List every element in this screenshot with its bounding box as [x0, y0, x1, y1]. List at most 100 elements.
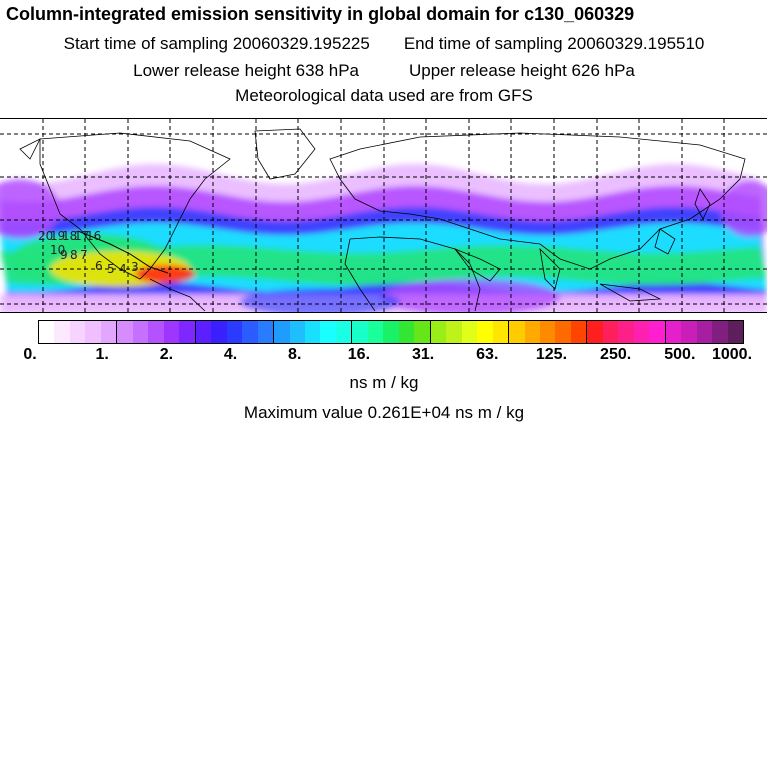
units-label: ns m / kg — [349, 373, 419, 392]
coastline — [254, 128, 316, 180]
track-label: 3 — [131, 260, 139, 274]
colorbar-cell — [85, 321, 101, 343]
colorbar-cell — [727, 321, 744, 343]
track-label: 10 — [50, 243, 65, 257]
colorbar-cell — [335, 321, 353, 343]
coastline — [539, 247, 561, 290]
colorbar-cell — [132, 321, 149, 343]
colorbar-cell — [461, 321, 478, 343]
track-line — [77, 230, 169, 274]
coastline — [453, 248, 501, 282]
coastline — [694, 188, 711, 220]
colorbar-cell — [681, 321, 697, 343]
colorbar-cell — [163, 321, 180, 343]
colorbar-cell — [492, 321, 510, 343]
track-label: 9 — [60, 248, 68, 262]
colorbar-cell — [211, 321, 227, 343]
coastline — [19, 138, 41, 160]
colorbar-tick-label: 0. — [23, 346, 37, 363]
colorbar-cell — [289, 321, 305, 343]
colorbar-cell — [352, 321, 368, 343]
colorbar-cell — [226, 321, 243, 343]
colorbar-tick-label: 8. — [288, 346, 302, 363]
colorbar-cell — [540, 321, 556, 343]
colorbar-cell — [446, 321, 462, 343]
colorbar-cell — [602, 321, 619, 343]
coastline — [599, 283, 662, 302]
colorbar-cell — [39, 321, 55, 343]
colorbar-cell — [509, 321, 525, 343]
colorbar-cell — [430, 321, 447, 343]
colorbar-tick-label: 250. — [600, 346, 632, 363]
coastline — [344, 238, 376, 312]
sampling-times-line: Start time of sampling 20060329.195225 En… — [0, 34, 768, 54]
colorbar-cell — [570, 321, 588, 343]
colorbar-tick-label: 31. — [411, 346, 435, 363]
colorbar-cell — [414, 321, 431, 343]
track-label: 19 — [50, 229, 65, 243]
sensitivity-patch — [135, 265, 195, 283]
colorbar-tick-label: 1000. — [711, 346, 753, 363]
maximum-value-label: Maximum value 0.261E+04 ns m / kg — [243, 403, 525, 422]
colorbar-cell — [712, 321, 728, 343]
track-label: 17 — [74, 229, 89, 243]
upper-release-label: Upper release height 626 hPa — [409, 61, 635, 80]
colorbar-cell — [555, 321, 571, 343]
coastline — [654, 228, 676, 255]
colorbar-cell — [633, 321, 650, 343]
map-title: Column-integrated emission sensitivity i… — [6, 4, 635, 24]
colorbar-tick-label: 2. — [159, 346, 174, 363]
release-heights-line: Lower release height 638 hPa Upper releas… — [0, 61, 768, 81]
colorbar-tick-label: 16. — [347, 346, 371, 363]
start-time-label: Start time of sampling 20060329.195225 — [63, 34, 370, 53]
colorbar-cell — [304, 321, 321, 343]
sensitivity-patch — [0, 179, 60, 239]
coastline — [329, 132, 746, 270]
lower-release-label: Lower release height 638 hPa — [133, 61, 359, 80]
colorbar-cell — [195, 321, 212, 343]
end-time-label: End time of sampling 20060329.195510 — [403, 34, 705, 53]
colorbar-cell — [69, 321, 86, 343]
met-data-label: Meteorological data used are from GFS — [235, 86, 533, 105]
colorbar-tick-label: 4. — [223, 346, 238, 363]
sensitivity-patch — [240, 288, 400, 312]
color-scale-bar — [38, 320, 744, 344]
sensitivity-patch — [720, 181, 767, 237]
track-label: 4 — [119, 262, 127, 276]
colorbar-tick-label: 63. — [476, 346, 499, 363]
colorbar-tick-label: 1. — [95, 346, 109, 363]
colorbar-tick-label: 125. — [535, 346, 568, 363]
colorbar-tick-label: 500. — [664, 346, 696, 363]
colorbar-cell — [257, 321, 275, 343]
colorbar-cell — [100, 321, 118, 343]
track-label: 16 — [86, 229, 101, 243]
colorbar-cell — [587, 321, 603, 343]
colorbar-cell — [274, 321, 290, 343]
track-label: 5 — [107, 262, 115, 276]
colorbar-cell — [383, 321, 399, 343]
colorbar-cell — [54, 321, 70, 343]
track-label: 6 — [95, 259, 103, 273]
colorbar-cell — [179, 321, 196, 343]
track-label: 18 — [62, 229, 77, 243]
met-data-line: Meteorological data used are from GFS — [0, 86, 768, 106]
track-label: 20 — [38, 229, 53, 243]
sensitivity-map: 20 19 18 17 16 10 9 8 7 6 5 4 3 — [0, 118, 767, 313]
colorbar-cell — [524, 321, 540, 343]
colorbar-cell — [696, 321, 713, 343]
colorbar-cell — [148, 321, 164, 343]
track-label: 8 — [70, 248, 78, 262]
colorbar-cell — [117, 321, 133, 343]
colorbar-cell — [242, 321, 258, 343]
colorbar-cell — [398, 321, 415, 343]
track-label: 7 — [80, 248, 88, 262]
colorbar-cell — [477, 321, 493, 343]
colorbar-cell — [665, 321, 682, 343]
colorbar-cell — [367, 321, 384, 343]
lat-lon-grid — [0, 119, 767, 312]
colorbar-cell — [649, 321, 666, 343]
colorbar-cell — [320, 321, 336, 343]
colorbar-cell — [618, 321, 634, 343]
